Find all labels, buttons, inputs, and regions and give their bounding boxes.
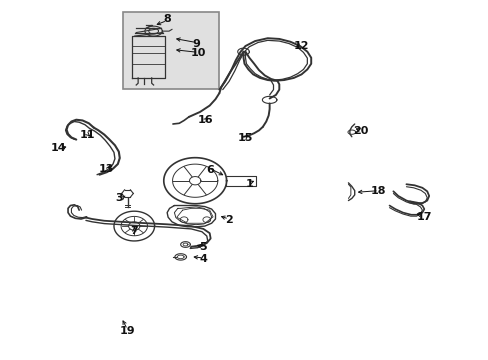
Bar (122, 12, 219, 89)
Text: 19: 19 (120, 326, 135, 336)
Text: 13: 13 (99, 165, 114, 174)
Text: 3: 3 (115, 193, 122, 203)
Text: 4: 4 (199, 254, 207, 264)
Text: 7: 7 (130, 226, 138, 237)
Text: 16: 16 (198, 116, 213, 125)
Text: 12: 12 (293, 41, 309, 51)
Text: 14: 14 (50, 143, 66, 153)
Text: 9: 9 (192, 39, 200, 49)
Text: 6: 6 (206, 165, 214, 175)
Text: 1: 1 (245, 179, 253, 189)
Text: 20: 20 (352, 126, 367, 136)
Text: 18: 18 (370, 186, 386, 196)
Text: 8: 8 (163, 14, 171, 24)
Text: 17: 17 (416, 212, 431, 222)
Text: 11: 11 (80, 130, 95, 140)
Text: 5: 5 (199, 242, 207, 252)
Text: 10: 10 (190, 48, 206, 58)
Text: 15: 15 (237, 133, 253, 143)
Text: 2: 2 (224, 215, 232, 225)
